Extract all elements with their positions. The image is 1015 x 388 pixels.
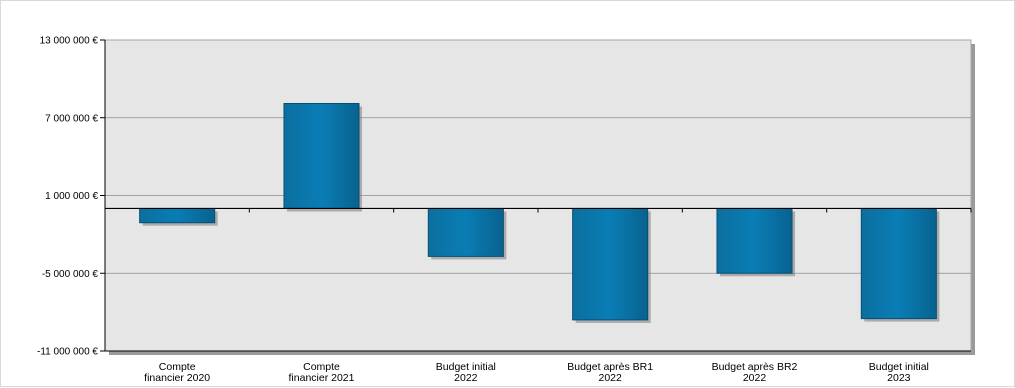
x-category-label: financier 2020 [144, 372, 210, 384]
bar [139, 207, 216, 224]
bar [572, 207, 649, 321]
bar [860, 207, 937, 320]
bar [716, 207, 793, 274]
bar [427, 207, 504, 257]
x-category-label: 2022 [743, 372, 767, 384]
y-tick-label: -5 000 000 € [42, 269, 99, 280]
x-category-label: financier 2021 [289, 372, 355, 384]
y-tick-label: 13 000 000 € [40, 36, 99, 47]
x-category-label: 2023 [887, 372, 911, 384]
axes [100, 39, 972, 352]
y-tick-label: -11 000 000 € [37, 347, 98, 358]
y-tick-label: 7 000 000 € [45, 113, 98, 124]
x-category-label: Budget après BR2 [712, 361, 798, 373]
x-category-label: Budget initial [436, 361, 496, 373]
y-tick-label: 1 000 000 € [45, 191, 98, 202]
x-category-label: 2022 [598, 372, 622, 384]
x-category-label: 2022 [454, 372, 478, 384]
bar [283, 102, 360, 209]
gridlines [105, 117, 971, 274]
x-category-label: Compte [303, 361, 340, 373]
bars [139, 102, 940, 323]
x-category-label: Compte [159, 361, 196, 373]
x-category-label: Budget initial [869, 361, 929, 373]
x-category-label: Budget après BR1 [567, 361, 653, 373]
axis-labels: 13 000 000 € 7 000 000 € 1 000 000 € -5 000… [37, 36, 929, 385]
